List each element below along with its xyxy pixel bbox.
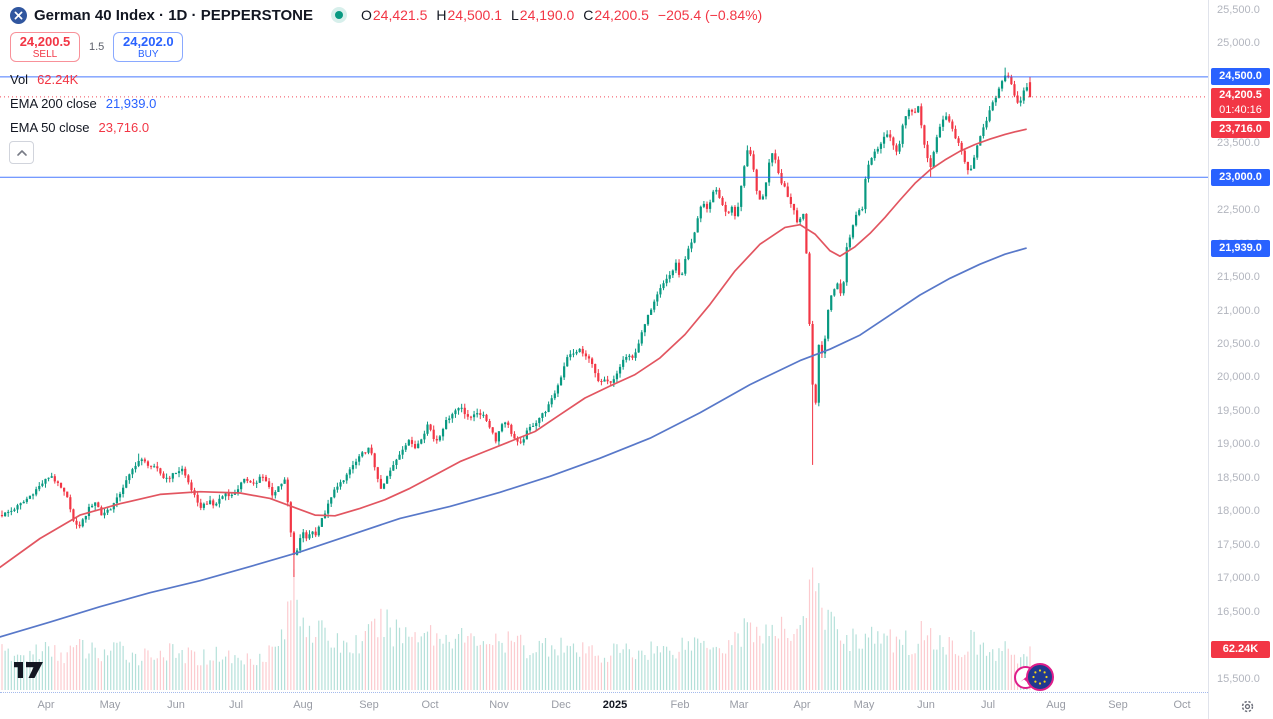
- time-tick: Apr: [37, 699, 55, 711]
- ohlc-pair: L24,190.0: [511, 7, 575, 23]
- symbol-header: German 40 Index · 1D · PEPPERSTONE O24,4…: [10, 4, 762, 26]
- time-tick: Nov: [489, 699, 509, 711]
- price-tick: 19,000.0: [1217, 438, 1260, 451]
- current-price-tag: 24,200.5 01:40:16: [1211, 88, 1270, 119]
- time-tick: Apr: [793, 699, 811, 711]
- axis-settings-gear-icon[interactable]: [1238, 697, 1256, 715]
- price-tick: 17,500.0: [1217, 538, 1260, 551]
- ema200-label: EMA 200 close: [10, 95, 97, 111]
- time-tick: Jul: [228, 699, 244, 711]
- time-tick: Aug: [293, 699, 313, 711]
- price-tag: 62.24K: [1211, 640, 1270, 658]
- eu-flag-icon: [1026, 663, 1054, 691]
- volume-label: Vol: [10, 71, 29, 87]
- tradingview-logo[interactable]: [14, 658, 44, 685]
- price-tick: 23,500.0: [1217, 137, 1260, 150]
- spread-value: 1.5: [89, 41, 105, 53]
- ohlc-values: O24,421.5 H24,500.1 L24,190.0 C24,200.5 −205…: [361, 7, 762, 23]
- price-tick: 16,500.0: [1217, 605, 1260, 618]
- price-tick: 25,000.0: [1217, 37, 1260, 49]
- price-tick: 20,500.0: [1217, 338, 1260, 350]
- price-tick: 15,500.0: [1217, 672, 1260, 685]
- symbol-pair-logos: [1014, 662, 1058, 692]
- sell-button[interactable]: 24,200.5 SELL: [10, 32, 80, 62]
- time-tick: Sep: [359, 699, 379, 711]
- price-tick: 21,000.0: [1217, 304, 1260, 317]
- legend-collapse-button[interactable]: [9, 141, 34, 164]
- price-tag: 21,939.0: [1211, 239, 1270, 257]
- time-tick: Oct: [421, 699, 439, 711]
- buy-button[interactable]: 24,202.0 BUY: [113, 32, 184, 62]
- volume-value: 62.24K: [37, 71, 79, 87]
- time-tick: May: [99, 699, 121, 711]
- price-tick: 25,500.0: [1217, 3, 1260, 16]
- time-tick: Sep: [1108, 699, 1128, 711]
- dax-symbol-logo-icon: [10, 6, 27, 24]
- ema50-label: EMA 50 close: [10, 119, 90, 135]
- price-tick: 20,000.0: [1217, 371, 1260, 384]
- market-open-status-icon: [330, 7, 347, 23]
- symbol-title[interactable]: German 40 Index · 1D · PEPPERSTONE: [34, 6, 313, 24]
- price-tag: 24,500.0: [1211, 68, 1270, 86]
- time-tick: Jun: [917, 699, 935, 711]
- sell-price: 24,200.5: [19, 33, 71, 49]
- time-tick: Aug: [1046, 699, 1066, 711]
- time-tick: Feb: [670, 699, 690, 711]
- ema50-value: 23,716.0: [98, 119, 150, 135]
- tradingview-logo-icon: [14, 662, 43, 678]
- legend-ema50[interactable]: EMA 50 close 23,716.0: [10, 119, 149, 135]
- time-tick: May: [853, 699, 875, 711]
- buy-price: 24,202.0: [122, 33, 174, 49]
- buy-label: BUY: [138, 48, 159, 60]
- time-axis[interactable]: Apr May Jun Jul Aug Sep Oct Nov Dec 2025 Feb Mar Apr…: [0, 692, 1208, 719]
- price-tick: 21,500.0: [1217, 271, 1260, 284]
- ohlc-pair: O24,421.5: [360, 7, 428, 23]
- time-tick: Jun: [167, 699, 185, 711]
- ohlc-pair: C24,200.5: [583, 7, 649, 23]
- ohlc-pair: H24,500.1: [436, 7, 502, 23]
- time-tick: Jul: [980, 699, 996, 711]
- price-tick: 17,000.0: [1217, 572, 1260, 585]
- price-tick: 19,500.0: [1217, 404, 1260, 417]
- price-chart[interactable]: [0, 0, 1208, 692]
- price-tag: 23,000.0: [1211, 168, 1270, 186]
- price-tick: 18,500.0: [1217, 471, 1260, 484]
- sell-label: SELL: [32, 48, 58, 60]
- ema200-value: 21,939.0: [105, 95, 157, 111]
- price-tick: 18,000.0: [1217, 505, 1260, 518]
- price-tag: 23,716.0: [1211, 120, 1270, 138]
- time-tick: Dec: [551, 699, 571, 711]
- time-tick: Oct: [1173, 699, 1191, 711]
- price-axis[interactable]: 25,500.025,000.023,500.022,500.022,000.0…: [1208, 0, 1273, 719]
- legend-volume[interactable]: Vol 62.24K: [10, 71, 78, 87]
- price-tick: 22,500.0: [1217, 204, 1260, 217]
- trade-panel: 24,200.5 SELL 1.5 24,202.0 BUY: [10, 32, 184, 62]
- legend-ema200[interactable]: EMA 200 close 21,939.0: [10, 95, 156, 111]
- time-tick: Mar: [729, 699, 749, 711]
- time-tick: 2025: [602, 699, 628, 711]
- change-value: −205.4 (−0.84%): [657, 7, 763, 23]
- chevron-up-icon: [16, 149, 27, 156]
